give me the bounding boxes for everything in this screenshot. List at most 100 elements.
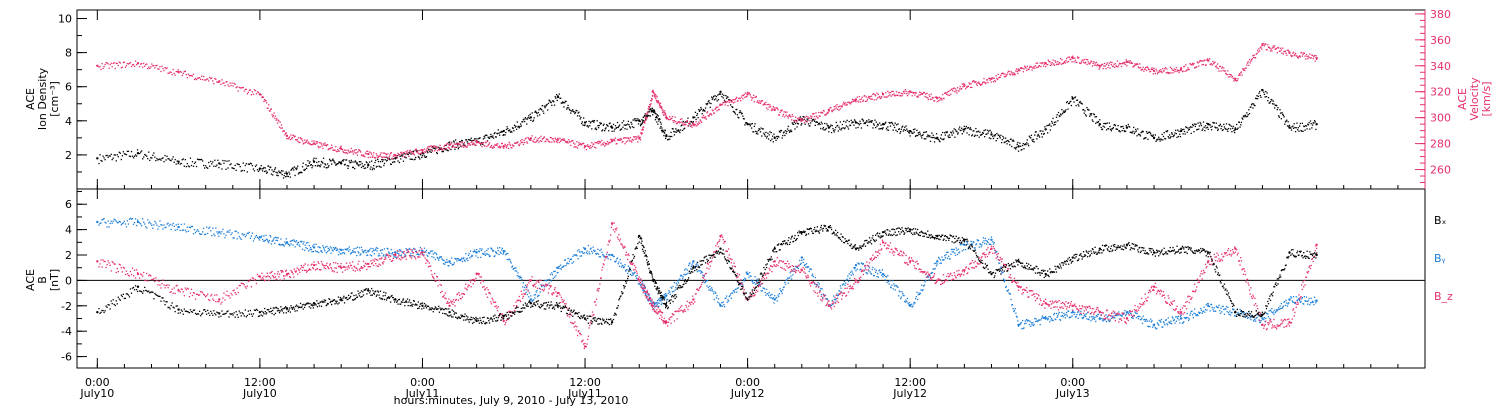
velocity-sample [1030, 66, 1032, 68]
by-sample [515, 267, 517, 269]
density-sample [316, 165, 319, 167]
velocity-sample [1014, 74, 1016, 76]
by-sample [688, 263, 690, 265]
by-sample [681, 275, 683, 277]
density-sample [143, 156, 145, 158]
density-sample [1294, 126, 1296, 129]
velocity-sample [486, 140, 489, 142]
velocity-sample [633, 136, 635, 138]
velocity-sample [784, 116, 786, 118]
velocity-sample [672, 120, 674, 122]
density-sample [1020, 149, 1022, 151]
velocity-sample [385, 153, 387, 155]
by-sample [371, 250, 373, 253]
velocity-sample [1233, 80, 1235, 82]
density-sample [1209, 124, 1211, 126]
by-sample [319, 247, 321, 249]
density-sample [912, 128, 915, 131]
density-sample [499, 134, 501, 136]
velocity-sample [1284, 50, 1286, 53]
density-sample [1302, 130, 1304, 132]
velocity-sample [321, 145, 323, 147]
by-sample [358, 247, 361, 249]
velocity-sample [677, 121, 680, 123]
density-sample [1049, 129, 1052, 131]
velocity-sample [545, 140, 547, 142]
density-sample [146, 155, 148, 157]
by-sample [641, 281, 643, 283]
velocity-sample [906, 95, 909, 97]
velocity-sample [183, 70, 185, 73]
density-sample [254, 165, 257, 168]
by-sample [585, 252, 588, 254]
velocity-sample [1056, 63, 1058, 65]
density-sample [536, 115, 539, 117]
density-sample [759, 131, 762, 133]
density-sample [633, 118, 636, 120]
density-sample [1146, 132, 1148, 134]
by-sample [240, 238, 242, 241]
velocity-sample [292, 134, 294, 136]
by-sample [469, 250, 472, 252]
by-sample [153, 224, 155, 226]
velocity-sample [1203, 60, 1205, 62]
velocity-sample [591, 142, 593, 144]
density-sample [785, 132, 787, 135]
by-sample [433, 256, 435, 259]
velocity-sample [639, 139, 642, 141]
density-sample [328, 158, 331, 160]
density-sample [1056, 114, 1058, 116]
by-sample [678, 279, 680, 281]
density-sample [804, 123, 806, 125]
by-sample [208, 227, 210, 229]
velocity-sample [1259, 47, 1262, 49]
velocity-sample [204, 79, 206, 81]
velocity-sample [864, 100, 867, 103]
density-sample [1162, 139, 1164, 141]
velocity-sample [366, 150, 369, 152]
velocity-sample [1179, 70, 1181, 72]
velocity-sample [496, 143, 499, 145]
by-sample [843, 283, 845, 285]
by-sample [780, 290, 782, 292]
by-sample [558, 265, 560, 267]
density-point [1288, 126, 1291, 129]
density-sample [680, 125, 682, 127]
density-sample [508, 130, 510, 132]
density-sample [979, 134, 982, 136]
density-sample [354, 167, 356, 170]
by-sample [670, 286, 672, 289]
velocity-sample [398, 154, 401, 156]
velocity-sample [636, 136, 638, 138]
velocity-sample [171, 73, 173, 76]
density-sample [758, 128, 760, 130]
density-sample [174, 158, 176, 161]
by-sample [925, 276, 928, 278]
by-sample [689, 262, 691, 264]
by-sample [671, 287, 673, 289]
velocity-sample [461, 146, 463, 148]
density-sample [1017, 150, 1020, 152]
velocity-sample [1254, 57, 1256, 59]
velocity-sample [967, 85, 969, 88]
velocity-sample [465, 145, 468, 148]
density-sample [279, 171, 281, 173]
density-sample [983, 129, 985, 132]
velocity-sample [1175, 66, 1178, 69]
density-sample [535, 111, 537, 114]
density-sample [910, 131, 913, 133]
by-sample [236, 238, 238, 240]
density-sample [497, 129, 499, 131]
density-sample [881, 127, 883, 130]
density-point [96, 157, 99, 160]
density-sample [1161, 133, 1163, 136]
density-sample [694, 116, 696, 118]
velocity-sample [446, 143, 448, 145]
density-sample [897, 128, 900, 131]
density-sample [732, 110, 735, 113]
density-point [136, 152, 140, 155]
by-sample [318, 246, 321, 248]
by-sample [818, 283, 821, 285]
by-sample [559, 264, 562, 266]
velocity-sample [873, 99, 875, 101]
